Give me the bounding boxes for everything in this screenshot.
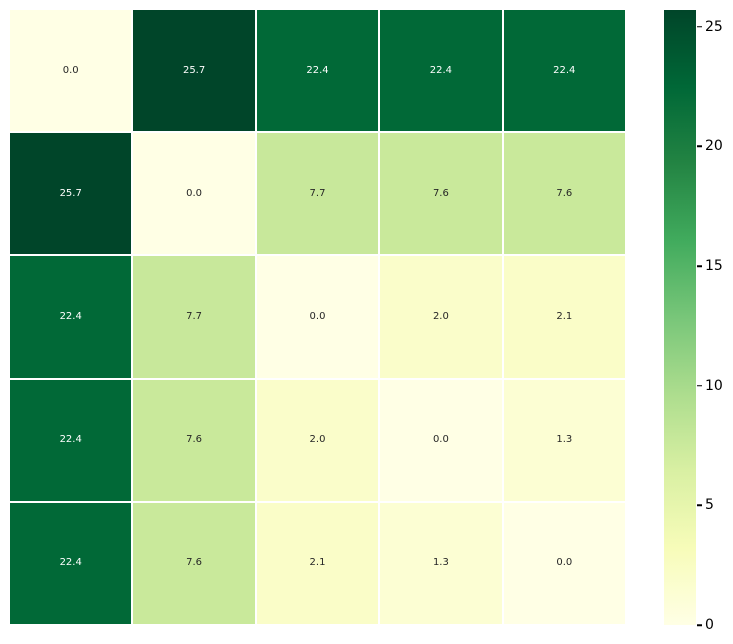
heatmap-cell: 7.6 bbox=[133, 379, 255, 501]
cell-value-label: 22.4 bbox=[59, 310, 82, 322]
colorbar-tick-label: 20 bbox=[705, 138, 723, 155]
heatmap-cell: 7.6 bbox=[503, 133, 625, 255]
heatmap-cell: 22.4 bbox=[10, 502, 132, 624]
cell-value-label: 0.0 bbox=[432, 434, 449, 446]
heatmap-cell: 7.7 bbox=[133, 256, 255, 378]
cell-value-label: 22.4 bbox=[553, 64, 576, 76]
heatmap-cell: 7.6 bbox=[380, 133, 502, 255]
cell-value-label: 25.7 bbox=[59, 187, 82, 199]
heatmap-cell: 2.0 bbox=[380, 256, 502, 378]
colorbar-tick-label: 15 bbox=[705, 258, 723, 275]
cell-value-label: 7.6 bbox=[432, 187, 449, 199]
heatmap-cell: 0.0 bbox=[256, 256, 379, 378]
heatmap-cell: 0.0 bbox=[380, 379, 502, 501]
cell-value-label: 25.7 bbox=[182, 64, 206, 76]
cell-value-label: 22.4 bbox=[59, 557, 82, 569]
heatmap-cell: 2.0 bbox=[256, 379, 379, 501]
heatmap-cell: 0.0 bbox=[10, 10, 132, 132]
cell-value-label: 7.7 bbox=[309, 187, 326, 199]
heatmap-cell: 1.3 bbox=[503, 379, 625, 501]
cell-value-label: 7.6 bbox=[186, 434, 203, 446]
cell-value-label: 0.0 bbox=[309, 310, 326, 322]
cell-value-label: 7.6 bbox=[556, 187, 573, 199]
heatmap-cell: 7.6 bbox=[133, 502, 255, 624]
colorbar-tick bbox=[697, 384, 702, 387]
cell-value-label: 1.3 bbox=[432, 557, 449, 569]
colorbar-tick bbox=[697, 504, 702, 507]
colorbar-tick-label: 10 bbox=[705, 377, 723, 394]
cell-value-label: 0.0 bbox=[62, 64, 79, 76]
heatmap-cell: 22.4 bbox=[10, 256, 132, 378]
colorbar-tick bbox=[697, 26, 702, 28]
heatmap-cell: 1.3 bbox=[380, 502, 502, 624]
heatmap-cell: 25.7 bbox=[133, 10, 255, 132]
heatmap-cell: 0.0 bbox=[503, 502, 625, 624]
colorbar-tick-label: 0 bbox=[705, 617, 714, 633]
cell-value-label: 2.1 bbox=[556, 310, 573, 322]
heatmap-cell: 2.1 bbox=[256, 502, 379, 624]
heatmap-cell: 22.4 bbox=[503, 10, 625, 132]
heatmap-cell: 22.4 bbox=[380, 10, 502, 132]
cell-value-label: 7.6 bbox=[186, 557, 203, 569]
colorbar-tick bbox=[697, 145, 702, 148]
cell-value-label: 2.0 bbox=[309, 434, 326, 446]
cell-value-label: 2.1 bbox=[309, 557, 326, 569]
cell-value-label: 0.0 bbox=[186, 187, 203, 199]
colorbar-tick-label: 5 bbox=[705, 497, 714, 514]
heatmap-cell: 2.1 bbox=[503, 256, 625, 378]
heatmap-cell: 22.4 bbox=[10, 379, 132, 501]
heatmap-cell: 22.4 bbox=[256, 10, 379, 132]
colorbar-tick-label: 25 bbox=[705, 18, 723, 35]
heatmap-grid: 0.0 25.7 22.4 22.4 22.4 25.7 0.0 7.7 7.6 7.6 22.4 7… bbox=[10, 10, 625, 624]
cell-value-label: 22.4 bbox=[59, 434, 82, 446]
heatmap-cell: 7.7 bbox=[256, 133, 379, 255]
cell-value-label: 0.0 bbox=[556, 557, 573, 569]
cell-value-label: 22.4 bbox=[306, 64, 329, 76]
colorbar-tick bbox=[697, 265, 702, 267]
heatmap-cell: 0.0 bbox=[133, 133, 255, 255]
cell-value-label: 1.3 bbox=[556, 434, 573, 446]
colorbar-gradient bbox=[664, 10, 696, 625]
cell-value-label: 22.4 bbox=[429, 64, 453, 76]
cell-value-label: 2.0 bbox=[432, 310, 449, 322]
heatmap-cell: 25.7 bbox=[10, 133, 132, 255]
cell-value-label: 7.7 bbox=[186, 310, 203, 322]
colorbar-tick bbox=[697, 624, 702, 626]
